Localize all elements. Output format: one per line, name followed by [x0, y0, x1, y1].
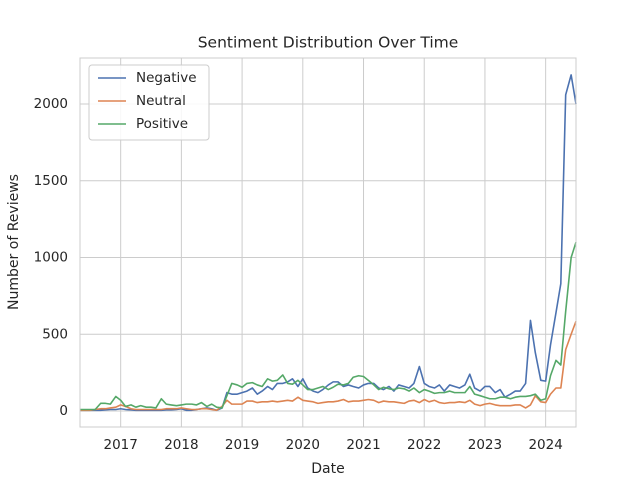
- x-tick-label: 2021: [346, 437, 380, 453]
- legend-label: Positive: [136, 116, 188, 132]
- y-tick-label: 1000: [34, 250, 68, 266]
- legend: Negative Neutral Positive: [88, 64, 210, 141]
- x-tick-label: 2017: [103, 437, 137, 453]
- x-tick-label: 2023: [468, 437, 502, 453]
- x-tick-label: 2018: [164, 437, 198, 453]
- line-series: [80, 320, 577, 412]
- legend-box: [88, 64, 210, 141]
- x-tick-label: 2024: [528, 437, 562, 453]
- x-tick-label: 2022: [407, 437, 441, 453]
- plot-frame: [79, 57, 577, 428]
- x-axis-label: Date: [311, 461, 344, 477]
- line-series: [80, 74, 577, 412]
- y-tick-label: 500: [42, 326, 68, 342]
- chart-title: Sentiment Distribution Over Time: [198, 34, 459, 52]
- legend-label: Neutral: [136, 93, 186, 109]
- legend-label: Negative: [136, 70, 197, 86]
- x-tick-label: 2019: [225, 437, 259, 453]
- y-axis-label: Number of Reviews: [6, 174, 22, 310]
- y-tick-label: 1500: [34, 173, 68, 189]
- x-tick-label: 2020: [286, 437, 320, 453]
- line-series: [80, 241, 577, 411]
- y-tick-label: 0: [59, 403, 68, 419]
- y-tick-label: 2000: [34, 96, 68, 112]
- lines: [80, 74, 577, 412]
